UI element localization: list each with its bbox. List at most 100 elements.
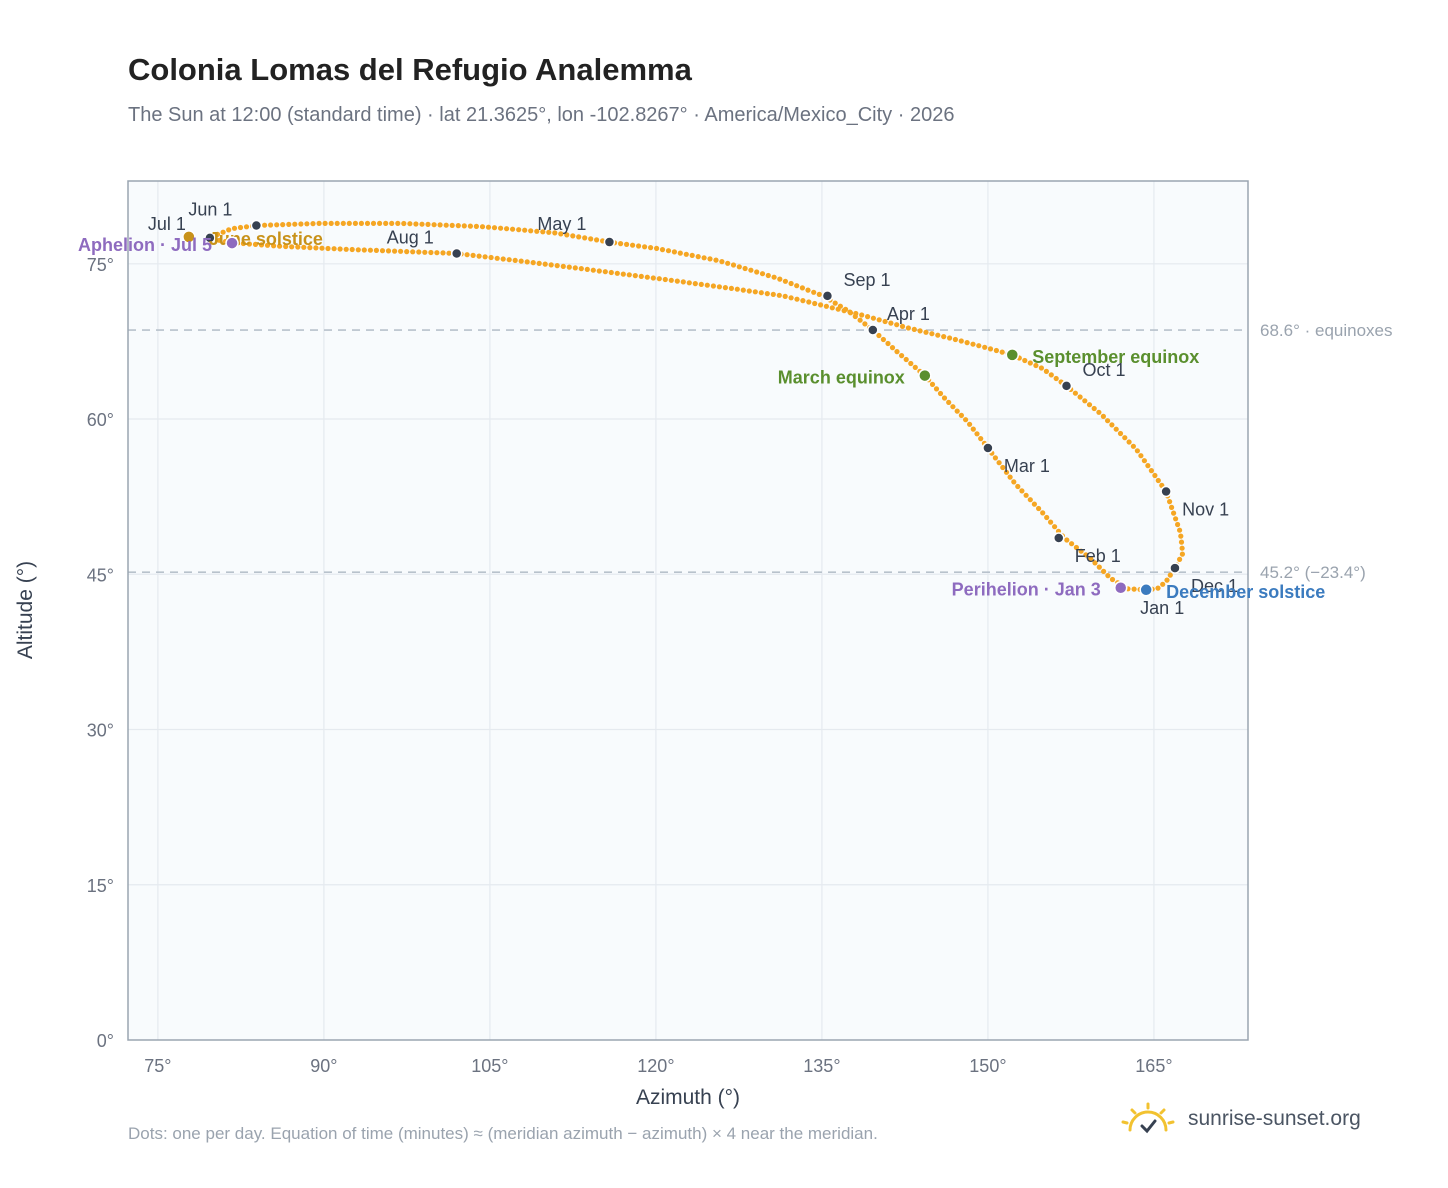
daily-dot (343, 246, 349, 252)
daily-dot (364, 220, 371, 226)
daily-dot (455, 223, 461, 229)
daily-dot (516, 227, 522, 233)
daily-dot (941, 334, 947, 340)
daily-dot (993, 347, 1000, 354)
brand-name[interactable]: sunrise-sunset.org (1188, 1107, 1361, 1130)
daily-dot (1164, 577, 1170, 583)
brand[interactable]: sunrise-sunset.org (1120, 1102, 1361, 1136)
daily-dot (425, 221, 431, 227)
daily-dot (903, 356, 909, 363)
page-title: Colonia Lomas del Refugio Analemma (128, 52, 692, 87)
daily-dot (752, 289, 758, 295)
daily-dot (337, 246, 343, 252)
daily-dot (419, 221, 425, 227)
daily-dot (331, 246, 337, 252)
daily-dot (642, 244, 648, 250)
daily-dot (1134, 448, 1140, 454)
daily-dot (319, 245, 325, 251)
month-label: Nov 1 (1182, 499, 1229, 519)
daily-dot (759, 271, 766, 277)
daily-dot (1167, 572, 1173, 578)
daily-dot (536, 260, 542, 266)
daily-dot (695, 254, 701, 260)
daily-dot (1082, 398, 1088, 404)
daily-dot (422, 249, 428, 255)
daily-dot (578, 266, 584, 272)
month-label: Feb 1 (1075, 546, 1121, 566)
daily-dot (899, 353, 905, 359)
month-label: Jun 1 (188, 200, 232, 220)
month-dot (821, 290, 834, 302)
daily-dot (1000, 464, 1006, 471)
daily-dot (361, 247, 367, 253)
daily-dot (352, 220, 358, 226)
daily-dot (548, 262, 554, 268)
daily-dot (929, 331, 935, 337)
daily-dot (746, 288, 752, 294)
daily-dot (240, 240, 246, 247)
x-tick-label: 90° (310, 1056, 337, 1076)
daily-dot (262, 222, 268, 228)
daily-dot (710, 283, 717, 289)
daily-dot (1177, 556, 1183, 563)
daily-dot (566, 264, 572, 270)
daily-dot (716, 284, 723, 290)
daily-dot (473, 223, 479, 229)
event-label: September equinox (1032, 347, 1199, 367)
daily-dot (280, 222, 286, 228)
grid-lines (128, 181, 1248, 1040)
daily-dot (231, 225, 238, 231)
daily-dot (214, 231, 221, 237)
footnote: Dots: one per day. Equation of time (min… (128, 1124, 878, 1143)
daily-dot (999, 349, 1005, 355)
daily-dot (479, 224, 486, 230)
daily-dot (373, 247, 379, 253)
daily-dot (1086, 402, 1093, 408)
daily-dot (596, 268, 602, 274)
daily-dot (811, 289, 817, 295)
daily-dot (677, 250, 683, 256)
daily-dot (963, 417, 969, 423)
daily-dot (946, 399, 952, 405)
daily-dot (823, 303, 830, 309)
daily-dot (1105, 573, 1111, 579)
x-tick-label: 120° (637, 1056, 674, 1076)
daily-dot (476, 253, 482, 259)
daily-dot (289, 244, 295, 250)
x-axis-label: Azimuth (°) (636, 1086, 740, 1109)
daily-dot (880, 336, 887, 343)
daily-dot (1052, 524, 1058, 530)
daily-dot (987, 346, 994, 352)
event-dot (918, 368, 932, 383)
daily-dot (799, 285, 806, 291)
event-dot (1139, 583, 1153, 597)
daily-dot (1177, 527, 1183, 533)
daily-dot (558, 231, 564, 237)
daily-dot (313, 245, 319, 251)
daily-dot (770, 291, 776, 297)
daily-dot (264, 242, 271, 248)
daily-dot (1015, 483, 1021, 490)
daily-dot (1011, 479, 1017, 485)
month-label: Oct 1 (1082, 360, 1125, 380)
y-tick-label: 60° (87, 410, 114, 430)
daily-dot (859, 312, 865, 318)
daily-dot (911, 326, 917, 332)
daily-dot (268, 222, 274, 228)
y-axis-ticks: 0° 15° 30° 45° 60° 75° (87, 255, 114, 1051)
daily-dot (671, 249, 678, 255)
daily-dot (853, 310, 859, 317)
daily-dot (754, 269, 760, 275)
daily-dot (491, 225, 498, 231)
daily-dot (1043, 368, 1049, 374)
daily-dot (894, 349, 900, 355)
daily-dot (935, 332, 941, 338)
daily-dot (782, 293, 788, 299)
daily-dot (1027, 360, 1033, 366)
y-tick-label: 30° (87, 721, 114, 741)
daily-dot (1038, 365, 1044, 371)
daily-dot (504, 226, 510, 232)
daily-dot (467, 223, 473, 229)
plot-background (128, 181, 1248, 1040)
daily-dot (1152, 472, 1158, 479)
